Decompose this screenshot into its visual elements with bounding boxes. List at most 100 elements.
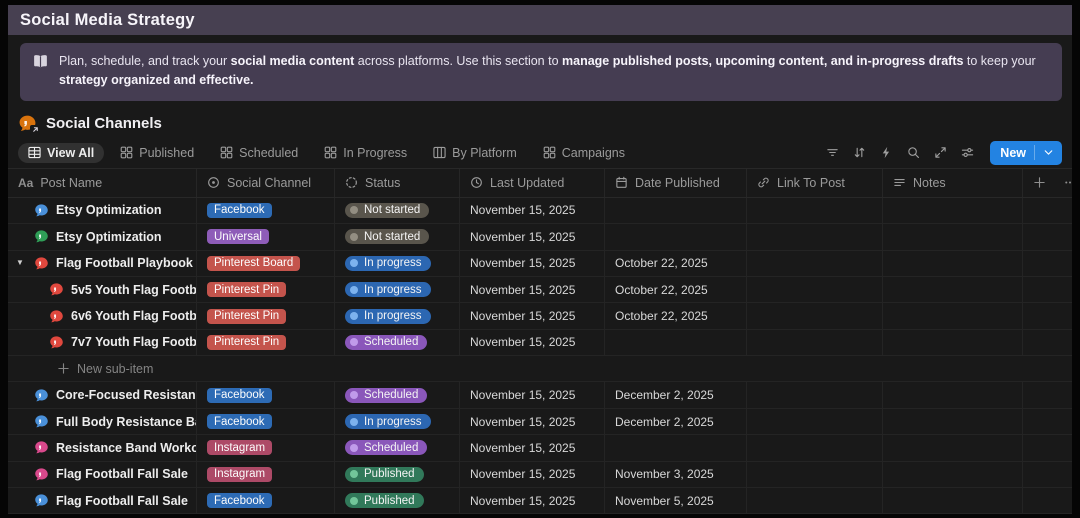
new-dropdown-button[interactable] <box>1035 146 1062 159</box>
link-to-post-cell[interactable] <box>747 251 883 276</box>
social-channel-cell[interactable]: Facebook <box>197 382 335 407</box>
tab-in-progress[interactable]: In Progress <box>314 143 417 163</box>
social-channel-cell[interactable]: Facebook <box>197 409 335 434</box>
social-channel-cell[interactable]: Pinterest Board <box>197 251 335 276</box>
status-cell[interactable]: Scheduled <box>335 330 460 355</box>
date-published-cell[interactable] <box>605 330 747 355</box>
post-name-cell[interactable]: Core-Focused Resistance Band Workout <box>8 382 197 407</box>
last-updated-cell[interactable]: November 15, 2025 <box>460 435 605 460</box>
column-header-last-updated[interactable]: Last Updated <box>460 169 605 197</box>
column-header-date-published[interactable]: Date Published <box>605 169 747 197</box>
notes-cell[interactable] <box>883 198 1023 223</box>
last-updated-cell[interactable]: November 15, 2025 <box>460 251 605 276</box>
notes-cell[interactable] <box>883 303 1023 328</box>
sort-button[interactable] <box>853 146 866 159</box>
notes-cell[interactable] <box>883 462 1023 487</box>
post-name-cell[interactable]: Full Body Resistance Band Workout <box>8 409 197 434</box>
tab-by-platform[interactable]: By Platform <box>423 143 527 163</box>
new-sub-item-button[interactable]: New sub-item <box>8 356 1072 382</box>
status-cell[interactable]: Scheduled <box>335 382 460 407</box>
social-channel-cell[interactable]: Pinterest Pin <box>197 277 335 302</box>
post-name-cell[interactable]: 5v5 Youth Flag Football Playbook <box>8 277 197 302</box>
settings-button[interactable] <box>961 146 974 159</box>
social-channel-cell[interactable]: Instagram <box>197 462 335 487</box>
link-to-post-cell[interactable] <box>747 409 883 434</box>
link-to-post-cell[interactable] <box>747 330 883 355</box>
post-name-cell[interactable]: Resistance Band Workout <box>8 435 197 460</box>
link-to-post-cell[interactable] <box>747 488 883 513</box>
date-published-cell[interactable] <box>605 224 747 249</box>
search-button[interactable] <box>907 146 920 159</box>
column-header-social-channel[interactable]: Social Channel <box>197 169 335 197</box>
last-updated-cell[interactable]: November 15, 2025 <box>460 277 605 302</box>
link-to-post-cell[interactable] <box>747 277 883 302</box>
social-channel-cell[interactable]: Instagram <box>197 435 335 460</box>
tab-scheduled[interactable]: Scheduled <box>210 143 308 163</box>
last-updated-cell[interactable]: November 15, 2025 <box>460 488 605 513</box>
notes-cell[interactable] <box>883 382 1023 407</box>
table-options-button[interactable] <box>1063 176 1072 189</box>
date-published-cell[interactable]: November 3, 2025 <box>605 462 747 487</box>
add-column-button[interactable] <box>1033 176 1046 189</box>
post-name-cell[interactable]: Flag Football Fall Sale <box>8 488 197 513</box>
status-cell[interactable]: In progress <box>335 303 460 328</box>
date-published-cell[interactable] <box>605 198 747 223</box>
social-channel-cell[interactable]: Pinterest Pin <box>197 330 335 355</box>
post-name-cell[interactable]: Flag Football Fall Sale <box>8 462 197 487</box>
social-channel-cell[interactable]: Pinterest Pin <box>197 303 335 328</box>
date-published-cell[interactable] <box>605 435 747 460</box>
new-page-button[interactable]: New page <box>8 514 1072 518</box>
post-name-cell[interactable]: ▼Flag Football Playbook <box>8 251 197 276</box>
last-updated-cell[interactable]: November 15, 2025 <box>460 303 605 328</box>
automation-button[interactable] <box>880 146 893 159</box>
column-header-notes[interactable]: Notes <box>883 169 1023 197</box>
status-cell[interactable]: Published <box>335 462 460 487</box>
link-to-post-cell[interactable] <box>747 224 883 249</box>
last-updated-cell[interactable]: November 15, 2025 <box>460 462 605 487</box>
last-updated-cell[interactable]: November 15, 2025 <box>460 224 605 249</box>
column-header-status[interactable]: Status <box>335 169 460 197</box>
last-updated-cell[interactable]: November 15, 2025 <box>460 409 605 434</box>
tab-view-all[interactable]: View All <box>18 143 104 163</box>
date-published-cell[interactable]: October 22, 2025 <box>605 303 747 328</box>
status-cell[interactable]: In progress <box>335 251 460 276</box>
date-published-cell[interactable]: October 22, 2025 <box>605 277 747 302</box>
row-expand-toggle[interactable]: ▼ <box>16 259 24 267</box>
status-cell[interactable]: In progress <box>335 277 460 302</box>
post-name-cell[interactable]: 7v7 Youth Flag Football Playbook <box>8 330 197 355</box>
social-channel-cell[interactable]: Facebook <box>197 198 335 223</box>
notes-cell[interactable] <box>883 277 1023 302</box>
filter-button[interactable] <box>826 146 839 159</box>
status-cell[interactable]: Published <box>335 488 460 513</box>
status-cell[interactable]: In progress <box>335 409 460 434</box>
column-header-post-name[interactable]: AaPost Name <box>8 169 197 197</box>
last-updated-cell[interactable]: November 15, 2025 <box>460 330 605 355</box>
expand-button[interactable] <box>934 146 947 159</box>
link-to-post-cell[interactable] <box>747 462 883 487</box>
new-button[interactable]: New <box>990 146 1034 160</box>
last-updated-cell[interactable]: November 15, 2025 <box>460 198 605 223</box>
date-published-cell[interactable]: October 22, 2025 <box>605 251 747 276</box>
notes-cell[interactable] <box>883 224 1023 249</box>
link-to-post-cell[interactable] <box>747 435 883 460</box>
status-cell[interactable]: Not started <box>335 224 460 249</box>
status-cell[interactable]: Not started <box>335 198 460 223</box>
status-cell[interactable]: Scheduled <box>335 435 460 460</box>
date-published-cell[interactable]: November 5, 2025 <box>605 488 747 513</box>
notes-cell[interactable] <box>883 330 1023 355</box>
notes-cell[interactable] <box>883 435 1023 460</box>
social-channel-cell[interactable]: Facebook <box>197 488 335 513</box>
post-name-cell[interactable]: Etsy Optimization <box>8 224 197 249</box>
link-to-post-cell[interactable] <box>747 382 883 407</box>
tab-published[interactable]: Published <box>110 143 204 163</box>
date-published-cell[interactable]: December 2, 2025 <box>605 409 747 434</box>
link-to-post-cell[interactable] <box>747 198 883 223</box>
social-channel-cell[interactable]: Universal <box>197 224 335 249</box>
post-name-cell[interactable]: Etsy Optimization <box>8 198 197 223</box>
notes-cell[interactable] <box>883 251 1023 276</box>
column-header-link-to-post[interactable]: Link To Post <box>747 169 883 197</box>
notes-cell[interactable] <box>883 488 1023 513</box>
tab-campaigns[interactable]: Campaigns <box>533 143 635 163</box>
post-name-cell[interactable]: 6v6 Youth Flag Football Playbook <box>8 303 197 328</box>
date-published-cell[interactable]: December 2, 2025 <box>605 382 747 407</box>
